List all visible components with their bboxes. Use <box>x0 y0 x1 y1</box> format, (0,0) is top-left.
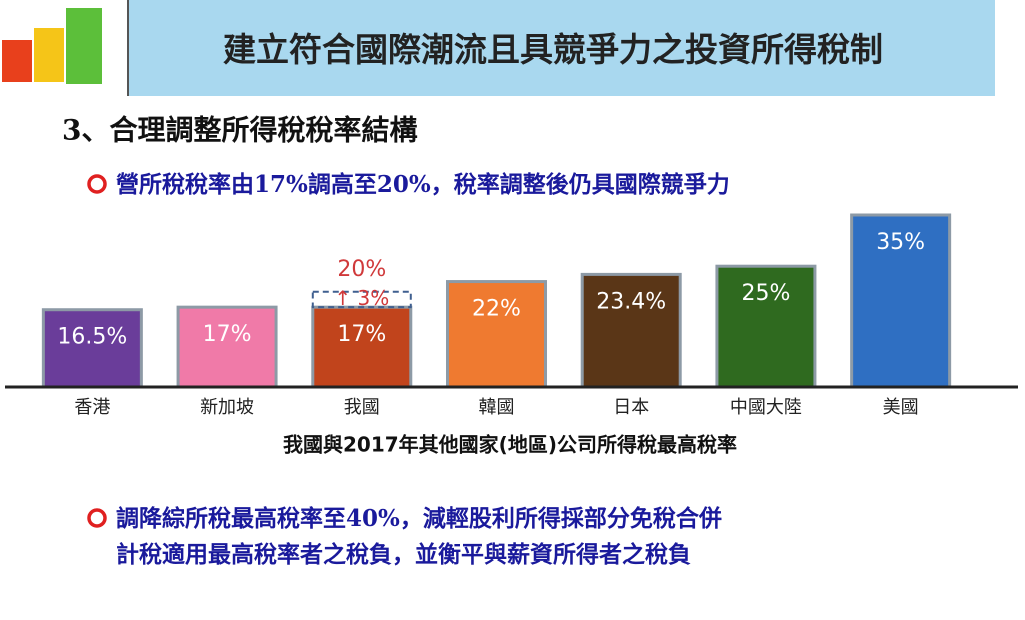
value-label: 35% <box>876 230 925 255</box>
value-label: 17% <box>203 322 252 347</box>
new-rate-label: 20% <box>337 257 386 282</box>
x-tick-label: 香港 <box>74 397 110 418</box>
bar-chart: 香港 16.5% 新加坡 17% 我國 17% ↑ 3% 20% 韓國 22% 日本 23.4% 中國大… <box>5 213 1018 418</box>
bullet-icon <box>87 174 107 194</box>
bullet-text: 營所稅稅率由17%調高至20%，稅率調整後仍具國際競爭力 <box>116 171 730 198</box>
value-label: 16.5% <box>57 325 127 350</box>
section-heading: 3、合理調整所得稅稅率結構 <box>62 114 417 147</box>
bullet-icon <box>87 508 107 528</box>
x-tick-label: 韓國 <box>479 397 515 418</box>
value-label: 25% <box>741 281 790 306</box>
bullet-text: 調降綜所稅最高稅率至40%，減輕股利所得採部分免稅合併 <box>116 505 722 532</box>
bullet-text: 計稅適用最高稅率者之稅負，並衡平與薪資所得者之稅負 <box>116 541 691 568</box>
value-label: 22% <box>472 297 521 322</box>
slide-title: 建立符合國際潮流且具競爭力之投資所得稅制 <box>223 30 883 69</box>
x-tick-label: 日本 <box>613 397 649 418</box>
x-tick-label: 新加坡 <box>200 397 254 418</box>
increase-box <box>311 290 412 309</box>
value-label: 17% <box>337 322 386 347</box>
x-tick-label: 美國 <box>883 397 919 418</box>
x-tick-label: 我國 <box>344 397 380 418</box>
x-tick-label: 中國大陸 <box>730 397 802 418</box>
logo-icon <box>2 8 102 84</box>
title-band <box>128 0 995 96</box>
increase-label: ↑ 3% <box>334 286 389 310</box>
value-label: 23.4% <box>596 289 666 314</box>
bar <box>41 308 143 389</box>
chart-caption: 我國與2017年其他國家(地區)公司所得稅最高稅率 <box>283 433 737 457</box>
